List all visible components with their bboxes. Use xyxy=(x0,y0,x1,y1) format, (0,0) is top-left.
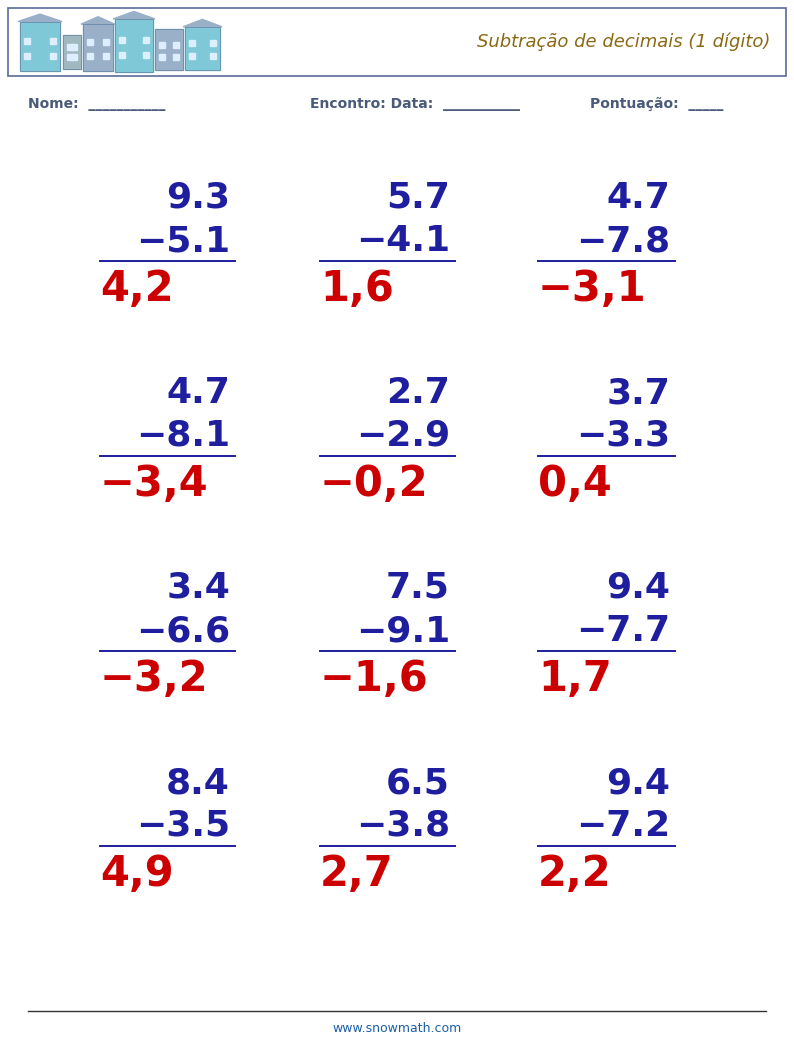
Text: −9.1: −9.1 xyxy=(356,614,450,648)
Bar xyxy=(71,55,77,60)
Text: 6.5: 6.5 xyxy=(386,766,450,800)
Bar xyxy=(185,26,220,71)
Text: 1,7: 1,7 xyxy=(538,658,612,700)
Bar xyxy=(20,21,60,72)
Bar xyxy=(173,41,179,47)
Bar xyxy=(143,37,149,42)
Text: 0,4: 0,4 xyxy=(538,463,611,505)
Text: 4,2: 4,2 xyxy=(100,269,174,310)
Bar xyxy=(67,44,73,51)
Text: 2,7: 2,7 xyxy=(320,853,394,895)
Text: 9.4: 9.4 xyxy=(606,766,670,800)
Bar xyxy=(189,40,195,46)
Bar xyxy=(173,54,179,60)
Bar xyxy=(210,40,216,46)
Bar xyxy=(83,24,113,71)
Text: www.snowmath.com: www.snowmath.com xyxy=(333,1022,461,1035)
Text: −0,2: −0,2 xyxy=(320,463,429,505)
Polygon shape xyxy=(81,17,115,24)
Bar xyxy=(143,53,149,58)
Bar xyxy=(119,37,125,42)
Bar xyxy=(83,24,113,71)
Text: −3,4: −3,4 xyxy=(100,463,209,505)
Text: 9.3: 9.3 xyxy=(166,181,230,215)
Bar xyxy=(67,55,73,60)
Text: −3,1: −3,1 xyxy=(538,269,647,310)
Text: 4.7: 4.7 xyxy=(166,376,230,410)
Text: 3.7: 3.7 xyxy=(606,376,670,410)
Text: −3,2: −3,2 xyxy=(100,658,209,700)
Text: 2.7: 2.7 xyxy=(386,376,450,410)
Text: 3.4: 3.4 xyxy=(166,571,230,605)
Bar xyxy=(119,53,125,58)
Text: −7.8: −7.8 xyxy=(576,224,670,258)
Bar xyxy=(63,35,81,68)
Bar xyxy=(210,54,216,59)
Polygon shape xyxy=(183,19,222,26)
Text: 1,6: 1,6 xyxy=(320,269,394,310)
Text: 4.7: 4.7 xyxy=(606,181,670,215)
Bar xyxy=(50,53,56,59)
Bar xyxy=(115,19,153,72)
Text: Encontro: Data:  ___________: Encontro: Data: ___________ xyxy=(310,97,520,111)
Bar xyxy=(50,38,56,44)
Text: Nome:  ___________: Nome: ___________ xyxy=(28,97,165,111)
Bar xyxy=(63,35,81,68)
Text: −3.8: −3.8 xyxy=(356,809,450,843)
Bar xyxy=(103,39,109,45)
Text: −3.3: −3.3 xyxy=(576,419,670,453)
Bar xyxy=(87,39,93,45)
Text: 7.5: 7.5 xyxy=(386,571,450,605)
Text: Pontuação:  _____: Pontuação: _____ xyxy=(590,97,723,111)
Bar xyxy=(159,41,165,47)
Text: 4,9: 4,9 xyxy=(100,853,174,895)
Bar xyxy=(24,53,30,59)
Bar xyxy=(155,29,183,69)
Text: −5.1: −5.1 xyxy=(136,224,230,258)
Bar xyxy=(189,54,195,59)
Text: Subtração de decimais (1 dígito): Subtração de decimais (1 dígito) xyxy=(476,33,770,52)
Text: 9.4: 9.4 xyxy=(606,571,670,605)
Text: 2,2: 2,2 xyxy=(538,853,611,895)
Text: −3.5: −3.5 xyxy=(136,809,230,843)
Bar xyxy=(103,53,109,59)
Bar xyxy=(20,21,60,72)
Text: 5.7: 5.7 xyxy=(386,181,450,215)
Bar xyxy=(185,26,220,71)
Text: −4.1: −4.1 xyxy=(356,224,450,258)
Polygon shape xyxy=(18,14,62,21)
Text: −7.2: −7.2 xyxy=(576,809,670,843)
Text: 8.4: 8.4 xyxy=(166,766,230,800)
Text: −8.1: −8.1 xyxy=(136,419,230,453)
Bar xyxy=(159,54,165,60)
Bar xyxy=(155,29,183,69)
Bar xyxy=(71,44,77,51)
Bar xyxy=(24,38,30,44)
Text: −6.6: −6.6 xyxy=(136,614,230,648)
Text: −7.7: −7.7 xyxy=(576,614,670,648)
Bar xyxy=(115,19,153,72)
Polygon shape xyxy=(113,12,155,19)
Text: −1,6: −1,6 xyxy=(320,658,429,700)
FancyBboxPatch shape xyxy=(8,8,786,76)
Bar xyxy=(87,53,93,59)
Text: −2.9: −2.9 xyxy=(356,419,450,453)
